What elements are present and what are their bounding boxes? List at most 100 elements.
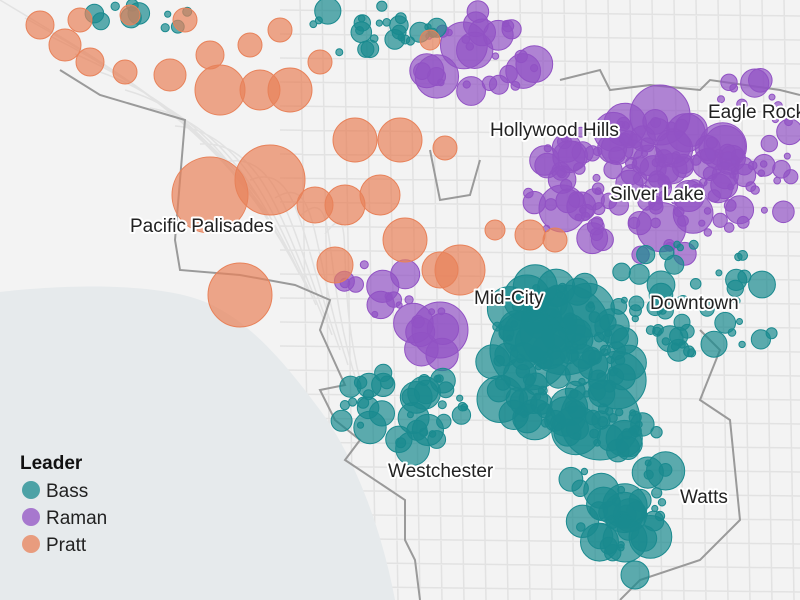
precinct-bubble	[627, 211, 652, 236]
precinct-bubble	[559, 179, 573, 192]
precinct-bubble	[631, 315, 639, 323]
precinct-bubble	[740, 68, 770, 98]
precinct-bubble	[699, 178, 708, 187]
precinct-bubble	[532, 284, 541, 293]
precinct-bubble	[486, 378, 511, 403]
legend-swatch	[22, 535, 40, 553]
precinct-bubble	[594, 187, 602, 195]
precinct-bubble	[657, 498, 667, 507]
precinct-bubble	[723, 199, 737, 212]
legend-swatch	[22, 481, 40, 499]
precinct-bubble	[581, 211, 591, 221]
precinct-bubble	[400, 34, 411, 45]
precinct-bubble	[542, 227, 568, 253]
precinct-bubble	[451, 405, 472, 425]
precinct-bubble	[783, 152, 791, 160]
precinct-bubble	[419, 427, 429, 437]
precinct-bubble	[618, 132, 632, 146]
precinct-bubble	[683, 345, 695, 358]
place-label: Mid-City	[474, 288, 544, 309]
bubbles	[25, 0, 800, 590]
place-label: Watts	[680, 487, 728, 508]
precinct-bubble	[602, 517, 648, 563]
precinct-bubble	[723, 222, 735, 233]
precinct-bubble	[616, 116, 631, 132]
precinct-bubble	[628, 263, 650, 285]
precinct-bubble	[437, 400, 447, 410]
precinct-bubble	[658, 306, 667, 315]
precinct-bubble	[369, 34, 379, 43]
precinct-bubble	[356, 421, 365, 429]
precinct-bubble	[644, 459, 652, 467]
precinct-bubble	[407, 375, 442, 410]
precinct-bubble	[707, 189, 721, 203]
precinct-bubble	[411, 301, 469, 359]
precinct-bubble	[514, 49, 528, 64]
precinct-bubble	[489, 309, 571, 391]
precinct-bubble	[523, 187, 534, 199]
precinct-bubble	[419, 29, 441, 51]
precinct-bubble	[604, 125, 615, 137]
precinct-bubble	[750, 329, 772, 350]
precinct-bubble	[207, 262, 273, 328]
precinct-bubble	[705, 136, 718, 149]
precinct-bubble	[551, 132, 582, 163]
precinct-bubble	[433, 374, 442, 383]
city-boundary	[59, 68, 800, 600]
precinct-bubble	[772, 160, 791, 179]
precinct-bubble	[575, 126, 587, 138]
precinct-bubble	[648, 195, 663, 211]
legend-label: Bass	[46, 481, 88, 502]
precinct-bubble	[510, 81, 521, 91]
legend-title: Leader	[20, 453, 83, 474]
precinct-bubble	[689, 278, 702, 290]
precinct-bubble	[580, 467, 589, 476]
precinct-bubble	[25, 10, 55, 40]
precinct-bubble	[153, 58, 187, 92]
precinct-bubble	[595, 123, 605, 133]
precinct-bubble	[296, 186, 334, 224]
precinct-bubble	[608, 195, 629, 216]
precinct-bubble	[727, 328, 737, 337]
precinct-bubble	[357, 14, 366, 23]
precinct-bubble	[172, 7, 198, 33]
precinct-bubble	[725, 268, 748, 291]
precinct-bubble	[646, 270, 676, 300]
precinct-bubble	[664, 254, 685, 275]
precinct-bubble	[628, 488, 652, 512]
precinct-bubble	[700, 330, 728, 358]
legend: Leader Bass Raman Pratt	[20, 453, 107, 556]
precinct-bubble	[394, 12, 407, 25]
precinct-bubble	[267, 17, 293, 43]
precinct-bubble	[729, 171, 737, 179]
precinct-bubble	[733, 297, 741, 305]
precinct-bubble	[195, 40, 225, 70]
precinct-bubble	[629, 84, 691, 146]
precinct-bubble	[699, 301, 715, 317]
precinct-bubble	[316, 246, 354, 284]
precinct-bubble	[672, 193, 714, 234]
precinct-bubble	[703, 228, 712, 237]
precinct-bubble	[421, 251, 459, 289]
precinct-bubble	[160, 23, 170, 33]
precinct-bubble	[267, 67, 313, 113]
precinct-bubble	[356, 372, 382, 398]
precinct-bubble	[514, 219, 546, 251]
precinct-bubble	[776, 118, 800, 146]
precinct-bubble	[75, 47, 105, 77]
precinct-bubble	[736, 98, 748, 111]
precinct-bubble	[737, 250, 748, 261]
precinct-bubble	[759, 160, 768, 168]
precinct-bubble	[484, 219, 506, 241]
precinct-bubble	[576, 222, 609, 255]
precinct-bubble	[512, 403, 543, 434]
ocean	[0, 286, 395, 600]
precinct-bubble	[558, 466, 584, 492]
precinct-bubble	[714, 148, 724, 159]
precinct-bubble	[385, 425, 413, 453]
precinct-bubble	[768, 93, 776, 101]
precinct-bubble	[488, 74, 509, 95]
precinct-bubble	[738, 340, 746, 349]
precinct-bubble	[717, 95, 725, 104]
